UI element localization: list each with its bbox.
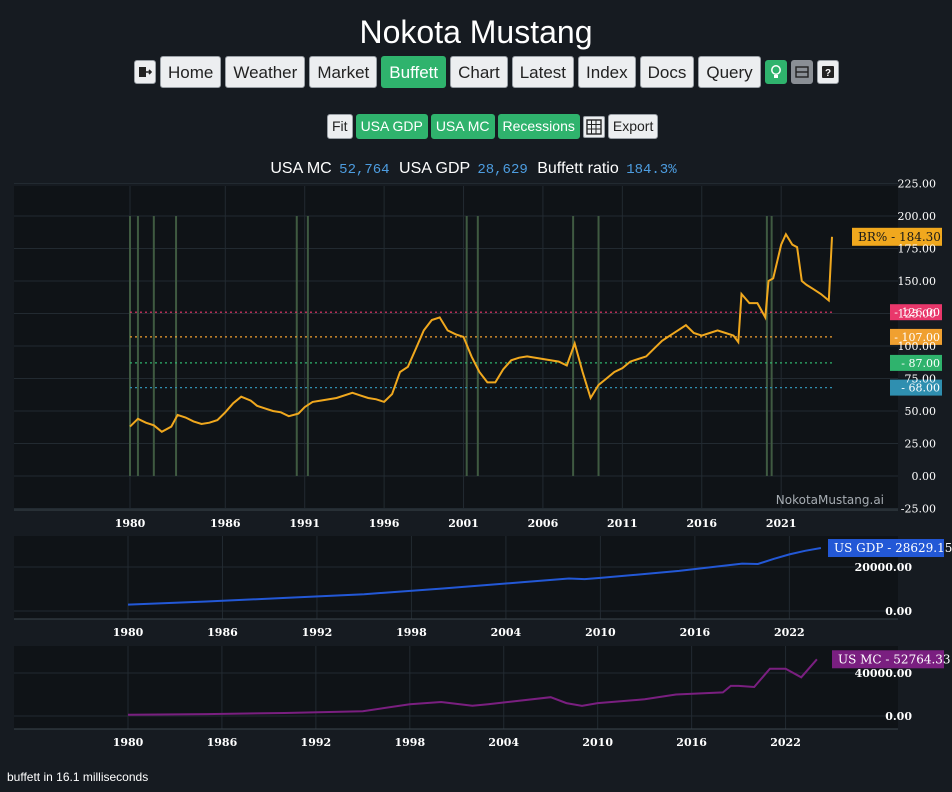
export-button[interactable]: Export: [607, 114, 659, 139]
mc-plot-area: [14, 646, 898, 729]
gdp-x-tick: 1980: [113, 626, 144, 639]
nav-index[interactable]: Index: [578, 56, 636, 88]
mc-badge-bg: [832, 650, 944, 669]
nav-market[interactable]: Market: [309, 56, 378, 88]
summary-line: USA MC 52,764 USA GDP 28,629 Buffett rat…: [0, 160, 952, 178]
ratio-y-tick: 75.00: [905, 373, 937, 386]
chart-toolbar: Fit USA GDP USA MC Recessions Export: [327, 114, 659, 139]
gdp-x-tick: 1986: [207, 626, 238, 639]
mc-x-tick: 1986: [207, 736, 238, 749]
main-nav: Home Weather Market Buffett Chart Latest…: [134, 56, 839, 88]
mc-line: [127, 658, 818, 716]
reference-label-126: - 126.00: [890, 304, 942, 321]
ratio-plot-area: [14, 186, 898, 508]
gdp-x-tick: 2004: [491, 626, 522, 639]
nav-home[interactable]: Home: [160, 56, 222, 88]
layout-toggle-icon[interactable]: [790, 60, 813, 84]
gdp-x-tick: 1998: [396, 626, 427, 639]
ratio-x-tick: 1996: [369, 517, 400, 530]
app-title: Nokota Mustang: [359, 14, 593, 50]
watermark: NokotaMustang.ai: [776, 493, 884, 507]
ratio-x-tick: 1991: [289, 517, 320, 530]
gdp-x-tick: 2016: [680, 626, 711, 639]
ratio-x-tick: 2016: [686, 517, 717, 530]
mc-y-tick: 0.00: [885, 710, 912, 723]
nav-weather[interactable]: Weather: [225, 56, 306, 88]
gdp-x-tick: 1992: [302, 626, 333, 639]
reference-label-bg: [890, 379, 942, 396]
lightbulb-icon[interactable]: [764, 60, 787, 84]
ratio-y-tick: 225.00: [898, 178, 937, 191]
svg-text:?: ?: [825, 68, 831, 79]
ratio-y-tick: 200.00: [898, 210, 937, 223]
reference-label-bg: [890, 354, 942, 371]
gdp-y-tick: 20000.00: [855, 561, 913, 574]
gdp-line: [127, 547, 822, 606]
ratio-y-tick: 100.00: [898, 340, 937, 353]
reference-label-text: - 126.00: [894, 306, 940, 319]
summary-gdp-value: 28,629: [477, 162, 528, 178]
ratio-x-tick: 1980: [115, 517, 146, 530]
mc-x-tick: 1980: [113, 736, 144, 749]
nav-latest[interactable]: Latest: [511, 56, 575, 88]
mc-y-tick: 40000.00: [855, 667, 913, 680]
usa-gdp-toggle[interactable]: USA GDP: [355, 114, 428, 139]
summary-ratio-value: 184.3%: [626, 162, 677, 178]
gdp-x-tick: 2022: [774, 626, 805, 639]
recessions-toggle[interactable]: Recessions: [497, 114, 580, 139]
ratio-y-tick: 150.00: [898, 275, 937, 288]
summary-ratio-label: Buffett ratio: [537, 160, 619, 177]
mc-x-tick: 2022: [770, 736, 801, 749]
usa-mc-toggle[interactable]: USA MC: [430, 114, 495, 139]
ratio-y-tick: 50.00: [905, 405, 937, 418]
ratio-y-tick: 125.00: [898, 308, 937, 321]
ratio-y-tick: 0.00: [912, 470, 937, 483]
buffett-ratio-line: [129, 232, 833, 433]
reference-label-text: - 87.00: [901, 357, 940, 370]
reference-label-bg: [890, 328, 942, 345]
timing-footer: buffett in 16.1 milliseconds: [7, 770, 149, 784]
mc-badge-text: US MC - 52764.33: [838, 652, 951, 666]
summary-mc-label: USA MC: [270, 160, 332, 177]
nav-query[interactable]: Query: [698, 56, 761, 88]
reference-label-68: - 68.00: [890, 379, 942, 396]
br-badge-bg: [852, 227, 942, 246]
nav-docs[interactable]: Docs: [639, 56, 695, 88]
gdp-y-tick: 0.00: [885, 605, 912, 618]
table-icon[interactable]: [582, 115, 605, 138]
fit-button[interactable]: Fit: [327, 114, 353, 139]
summary-mc-value: 52,764: [339, 162, 390, 178]
reference-label-text: - 107.00: [894, 331, 940, 344]
ratio-x-tick: 2021: [766, 517, 797, 530]
reference-label-87: - 87.00: [890, 354, 942, 371]
reference-label-107: - 107.00: [890, 328, 942, 345]
mc-x-tick: 2004: [488, 736, 519, 749]
nav-chart[interactable]: Chart: [450, 56, 508, 88]
mc-x-tick: 2010: [582, 736, 613, 749]
gdp-x-tick: 2010: [585, 626, 616, 639]
reference-label-bg: [890, 304, 942, 321]
br-badge-text: BR% - 184.30: [858, 230, 941, 244]
ratio-x-tick: 2006: [528, 517, 559, 530]
gdp-badge-bg: [828, 539, 944, 558]
ratio-x-tick: 2011: [607, 517, 638, 530]
ratio-x-tick: 2001: [448, 517, 479, 530]
logout-icon[interactable]: [134, 60, 156, 84]
gdp-plot-area: [14, 536, 898, 619]
ratio-x-tick: 1986: [210, 517, 241, 530]
summary-gdp-label: USA GDP: [399, 160, 470, 177]
mc-x-tick: 1998: [394, 736, 425, 749]
help-icon[interactable]: ?: [816, 60, 839, 84]
mc-x-tick: 1992: [301, 736, 332, 749]
ratio-y-tick: -25.00: [901, 503, 936, 516]
nav-buffett[interactable]: Buffett: [381, 56, 447, 88]
mc-x-tick: 2016: [676, 736, 707, 749]
ratio-y-tick: 25.00: [905, 438, 937, 451]
reference-label-text: - 68.00: [901, 382, 940, 395]
ratio-y-tick: 175.00: [898, 243, 937, 256]
gdp-badge-text: US GDP - 28629.15: [834, 541, 952, 555]
